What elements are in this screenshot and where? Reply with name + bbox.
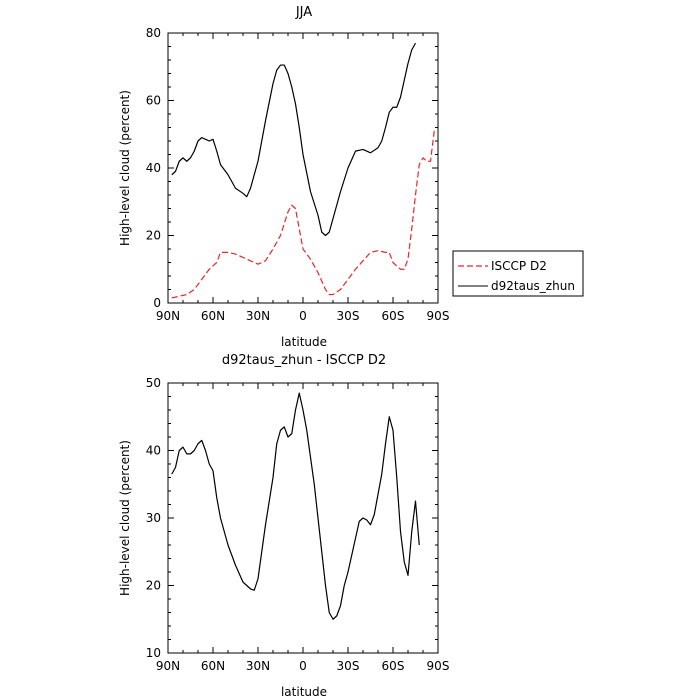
- top-chart-frame: [167, 32, 439, 304]
- bottom-x-tick-label: 30S: [337, 659, 360, 673]
- legend-box: [452, 250, 584, 297]
- bottom-y-tick-label: 20: [146, 579, 161, 593]
- legend: ISCCP D2 d92taus_zhun: [452, 250, 584, 297]
- top-y-tick-label: 20: [146, 229, 161, 243]
- bottom-x-tick-label: 0: [299, 659, 307, 673]
- bottom-y-tick-label: 40: [146, 444, 161, 458]
- bottom-y-tick-label: 30: [146, 511, 161, 525]
- bottom-y-tick-label: 50: [146, 376, 161, 390]
- bottom-chart-xlabel: latitude: [281, 685, 327, 699]
- legend-label-d92taus-zhun: d92taus_zhun: [491, 279, 575, 293]
- top-y-tick-label: 40: [146, 161, 161, 175]
- bottom-x-tick-label: 30N: [246, 659, 270, 673]
- top-chart-panel: JJA latitude High-level cloud (percent) …: [118, 5, 449, 349]
- top-x-tick-label: 60S: [382, 309, 405, 323]
- legend-label-isccp-d2: ISCCP D2: [491, 259, 547, 273]
- top-x-tick-label: 90N: [156, 309, 180, 323]
- top-series-line-d92taus-zhun: [171, 42, 417, 237]
- bottom-x-tick-label: 60N: [201, 659, 225, 673]
- top-x-tick-label: 30S: [337, 309, 360, 323]
- top-series-line-isccp-d2: [171, 130, 435, 299]
- bottom-chart-panel: d92taus_zhun - ISCCP D2 latitude High-le…: [118, 353, 449, 699]
- bottom-chart-frame: [167, 382, 439, 654]
- bottom-series-line-0: [171, 392, 420, 620]
- bottom-y-tick-label: 10: [146, 646, 161, 660]
- bottom-chart-ylabel: High-level cloud (percent): [118, 440, 132, 596]
- top-chart-xlabel: latitude: [281, 335, 327, 349]
- top-y-tick-label: 80: [146, 26, 161, 40]
- top-x-tick-label: 90S: [427, 309, 450, 323]
- top-x-tick-label: 60N: [201, 309, 225, 323]
- top-y-tick-label: 60: [146, 94, 161, 108]
- top-x-tick-label: 0: [299, 309, 307, 323]
- top-chart-title: JJA: [295, 5, 312, 20]
- bottom-x-tick-label: 90S: [427, 659, 450, 673]
- top-x-tick-label: 30N: [246, 309, 270, 323]
- bottom-x-tick-label: 90N: [156, 659, 180, 673]
- top-chart-ylabel: High-level cloud (percent): [118, 90, 132, 246]
- top-y-tick-label: 0: [153, 296, 161, 310]
- bottom-chart-title: d92taus_zhun - ISCCP D2: [222, 353, 386, 368]
- bottom-x-tick-label: 60S: [382, 659, 405, 673]
